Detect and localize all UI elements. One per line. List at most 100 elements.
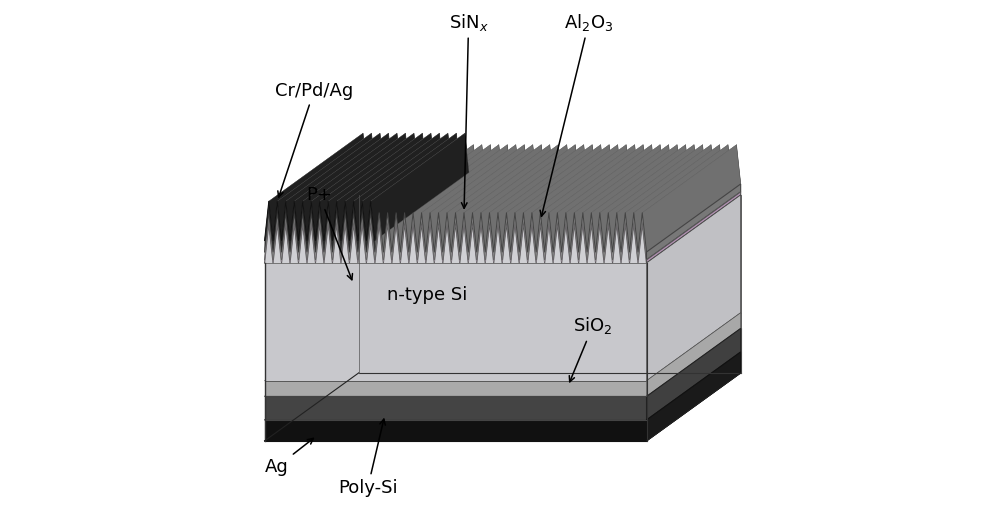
- Polygon shape: [265, 213, 647, 260]
- Polygon shape: [608, 145, 707, 252]
- Polygon shape: [473, 145, 571, 252]
- Polygon shape: [294, 133, 393, 240]
- Polygon shape: [303, 133, 401, 240]
- Polygon shape: [647, 312, 741, 397]
- Polygon shape: [337, 145, 435, 252]
- Polygon shape: [299, 153, 397, 260]
- Polygon shape: [426, 156, 524, 263]
- Polygon shape: [341, 156, 439, 263]
- Polygon shape: [320, 145, 418, 252]
- Polygon shape: [489, 156, 588, 263]
- Polygon shape: [460, 153, 558, 260]
- Polygon shape: [299, 145, 397, 252]
- Polygon shape: [345, 133, 444, 240]
- Polygon shape: [430, 145, 528, 252]
- Polygon shape: [426, 153, 524, 260]
- Polygon shape: [417, 153, 516, 260]
- Polygon shape: [647, 352, 741, 441]
- Polygon shape: [477, 153, 575, 260]
- Polygon shape: [489, 153, 588, 260]
- Polygon shape: [613, 153, 711, 260]
- Polygon shape: [477, 156, 575, 263]
- Polygon shape: [549, 156, 647, 263]
- Polygon shape: [315, 133, 414, 240]
- Polygon shape: [417, 156, 516, 263]
- Polygon shape: [574, 156, 673, 263]
- Polygon shape: [481, 145, 579, 252]
- Polygon shape: [320, 153, 418, 260]
- Polygon shape: [324, 153, 422, 260]
- Polygon shape: [443, 156, 541, 263]
- Text: SiN$_x$: SiN$_x$: [449, 12, 488, 208]
- Polygon shape: [647, 195, 741, 381]
- Polygon shape: [536, 145, 635, 252]
- Polygon shape: [528, 145, 626, 252]
- Polygon shape: [396, 145, 495, 252]
- Polygon shape: [311, 153, 410, 260]
- Polygon shape: [354, 145, 452, 252]
- Polygon shape: [570, 156, 669, 263]
- Polygon shape: [439, 156, 537, 263]
- Polygon shape: [290, 145, 388, 252]
- Polygon shape: [341, 133, 439, 240]
- Polygon shape: [574, 145, 673, 252]
- Polygon shape: [498, 153, 596, 260]
- Polygon shape: [434, 153, 533, 260]
- Polygon shape: [494, 153, 592, 260]
- Polygon shape: [265, 263, 647, 381]
- Polygon shape: [303, 145, 401, 252]
- Polygon shape: [502, 145, 601, 252]
- Polygon shape: [638, 145, 736, 252]
- Polygon shape: [485, 153, 584, 260]
- Text: P+: P+: [306, 186, 352, 280]
- Polygon shape: [396, 156, 495, 263]
- Polygon shape: [282, 156, 380, 263]
- Polygon shape: [634, 156, 732, 263]
- Polygon shape: [566, 156, 664, 263]
- Polygon shape: [600, 153, 698, 260]
- Polygon shape: [320, 133, 418, 240]
- Polygon shape: [349, 153, 448, 260]
- Polygon shape: [324, 133, 422, 240]
- Polygon shape: [523, 145, 622, 252]
- Polygon shape: [349, 156, 448, 263]
- Polygon shape: [299, 133, 397, 240]
- Polygon shape: [502, 156, 601, 263]
- Polygon shape: [647, 328, 741, 420]
- Polygon shape: [400, 145, 499, 252]
- Polygon shape: [596, 153, 694, 260]
- Polygon shape: [515, 156, 613, 263]
- Polygon shape: [269, 145, 367, 252]
- Polygon shape: [413, 153, 512, 260]
- Polygon shape: [502, 153, 601, 260]
- Polygon shape: [439, 153, 537, 260]
- Polygon shape: [362, 153, 461, 260]
- Polygon shape: [286, 153, 384, 260]
- Polygon shape: [625, 145, 724, 252]
- Polygon shape: [642, 145, 741, 252]
- Polygon shape: [473, 153, 571, 260]
- Polygon shape: [447, 156, 545, 263]
- Polygon shape: [549, 153, 647, 260]
- Polygon shape: [536, 153, 635, 260]
- Text: Ag: Ag: [265, 439, 313, 476]
- Polygon shape: [265, 420, 647, 441]
- Text: Cr/Pd/Ag: Cr/Pd/Ag: [275, 82, 353, 197]
- Polygon shape: [413, 156, 512, 263]
- Polygon shape: [460, 156, 558, 263]
- Polygon shape: [273, 133, 371, 240]
- Polygon shape: [562, 156, 660, 263]
- Polygon shape: [608, 156, 707, 263]
- Polygon shape: [354, 153, 452, 260]
- Polygon shape: [625, 156, 724, 263]
- Polygon shape: [536, 156, 635, 263]
- Polygon shape: [519, 156, 618, 263]
- Polygon shape: [553, 153, 652, 260]
- Polygon shape: [562, 145, 660, 252]
- Polygon shape: [320, 156, 418, 263]
- Polygon shape: [273, 145, 371, 252]
- Polygon shape: [286, 156, 384, 263]
- Polygon shape: [265, 328, 741, 397]
- Polygon shape: [596, 156, 694, 263]
- Polygon shape: [371, 153, 469, 260]
